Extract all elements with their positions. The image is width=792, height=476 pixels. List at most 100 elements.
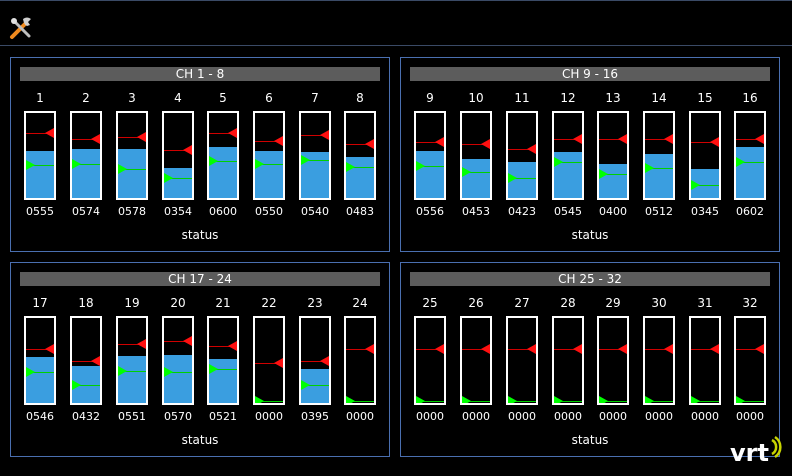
green-marker-icon[interactable] (118, 164, 127, 174)
red-marker-icon[interactable] (755, 344, 764, 354)
red-marker-icon[interactable] (320, 130, 329, 140)
level-meter[interactable] (344, 316, 376, 405)
red-marker-icon[interactable] (365, 139, 374, 149)
level-meter[interactable] (116, 316, 148, 405)
level-meter[interactable] (597, 111, 629, 200)
level-meter[interactable] (299, 111, 331, 200)
level-meter[interactable] (344, 111, 376, 200)
level-meter[interactable] (162, 316, 194, 405)
red-marker-icon[interactable] (137, 339, 146, 349)
red-marker-icon[interactable] (710, 137, 719, 147)
level-meter[interactable] (734, 316, 766, 405)
level-meter[interactable] (506, 316, 538, 405)
red-marker-icon[interactable] (481, 139, 490, 149)
red-marker-icon[interactable] (664, 134, 673, 144)
level-meter[interactable] (24, 316, 56, 405)
green-marker-icon[interactable] (346, 162, 355, 172)
red-marker-icon[interactable] (183, 336, 192, 346)
green-marker-icon[interactable] (164, 367, 173, 377)
red-marker-icon[interactable] (527, 344, 536, 354)
red-marker-icon[interactable] (573, 134, 582, 144)
red-marker-icon[interactable] (91, 356, 100, 366)
level-meter[interactable] (734, 111, 766, 200)
level-meter[interactable] (460, 316, 492, 405)
red-marker-icon[interactable] (664, 344, 673, 354)
red-marker-icon[interactable] (573, 344, 582, 354)
level-meter[interactable] (207, 111, 239, 200)
green-marker-icon[interactable] (508, 173, 517, 183)
level-meter[interactable] (643, 316, 675, 405)
level-meter[interactable] (643, 111, 675, 200)
green-marker-icon[interactable] (645, 396, 654, 403)
level-meter[interactable] (253, 316, 285, 405)
level-meter[interactable] (506, 111, 538, 200)
green-marker-icon[interactable] (164, 173, 173, 183)
green-marker-icon[interactable] (72, 159, 81, 169)
tools-icon[interactable] (8, 15, 34, 41)
green-marker-icon[interactable] (508, 396, 517, 403)
green-marker-icon[interactable] (736, 157, 745, 167)
red-marker-icon[interactable] (365, 344, 374, 354)
green-marker-icon[interactable] (691, 180, 700, 190)
green-marker-icon[interactable] (72, 380, 81, 390)
red-marker-icon[interactable] (274, 358, 283, 368)
channel-number: 8 (356, 91, 364, 105)
green-marker-icon[interactable] (301, 380, 310, 390)
level-meter[interactable] (162, 111, 194, 200)
green-marker-icon[interactable] (599, 396, 608, 403)
red-marker-icon[interactable] (183, 145, 192, 155)
green-marker-icon[interactable] (118, 366, 127, 376)
red-marker-icon[interactable] (710, 344, 719, 354)
level-meter[interactable] (70, 316, 102, 405)
red-marker-icon[interactable] (435, 344, 444, 354)
green-marker-icon[interactable] (554, 157, 563, 167)
red-marker-icon[interactable] (755, 134, 764, 144)
red-marker-icon[interactable] (527, 144, 536, 154)
level-meter[interactable] (253, 111, 285, 200)
level-meter[interactable] (414, 111, 446, 200)
green-marker-icon[interactable] (255, 159, 264, 169)
green-marker-icon[interactable] (209, 156, 218, 166)
level-meter[interactable] (689, 316, 721, 405)
level-meter[interactable] (597, 316, 629, 405)
red-marker-icon[interactable] (228, 128, 237, 138)
red-marker-icon[interactable] (137, 132, 146, 142)
green-marker-icon[interactable] (26, 367, 35, 377)
red-marker-icon[interactable] (618, 344, 627, 354)
red-marker-icon[interactable] (45, 344, 54, 354)
green-marker-icon[interactable] (462, 167, 471, 177)
green-marker-line (508, 178, 536, 179)
red-marker-icon[interactable] (481, 344, 490, 354)
green-marker-icon[interactable] (416, 396, 425, 403)
green-marker-icon[interactable] (736, 396, 745, 403)
red-marker-icon[interactable] (45, 128, 54, 138)
green-marker-icon[interactable] (462, 396, 471, 403)
green-marker-icon[interactable] (645, 163, 654, 173)
red-marker-icon[interactable] (618, 134, 627, 144)
level-meter[interactable] (689, 111, 721, 200)
red-marker-icon[interactable] (320, 356, 329, 366)
red-marker-icon[interactable] (274, 136, 283, 146)
level-meter[interactable] (70, 111, 102, 200)
green-marker-icon[interactable] (346, 396, 355, 403)
level-meter[interactable] (299, 316, 331, 405)
green-marker-icon[interactable] (416, 161, 425, 171)
green-marker-line (72, 385, 100, 386)
green-marker-icon[interactable] (26, 160, 35, 170)
green-marker-icon[interactable] (301, 155, 310, 165)
red-marker-icon[interactable] (435, 137, 444, 147)
level-meter[interactable] (552, 316, 584, 405)
green-marker-icon[interactable] (691, 396, 700, 403)
level-meter[interactable] (460, 111, 492, 200)
level-meter[interactable] (116, 111, 148, 200)
level-meter[interactable] (207, 316, 239, 405)
red-marker-icon[interactable] (228, 341, 237, 351)
green-marker-icon[interactable] (209, 364, 218, 374)
green-marker-icon[interactable] (554, 396, 563, 403)
level-meter[interactable] (552, 111, 584, 200)
green-marker-icon[interactable] (255, 396, 264, 403)
level-meter[interactable] (24, 111, 56, 200)
green-marker-icon[interactable] (599, 169, 608, 179)
level-meter[interactable] (414, 316, 446, 405)
red-marker-icon[interactable] (91, 134, 100, 144)
